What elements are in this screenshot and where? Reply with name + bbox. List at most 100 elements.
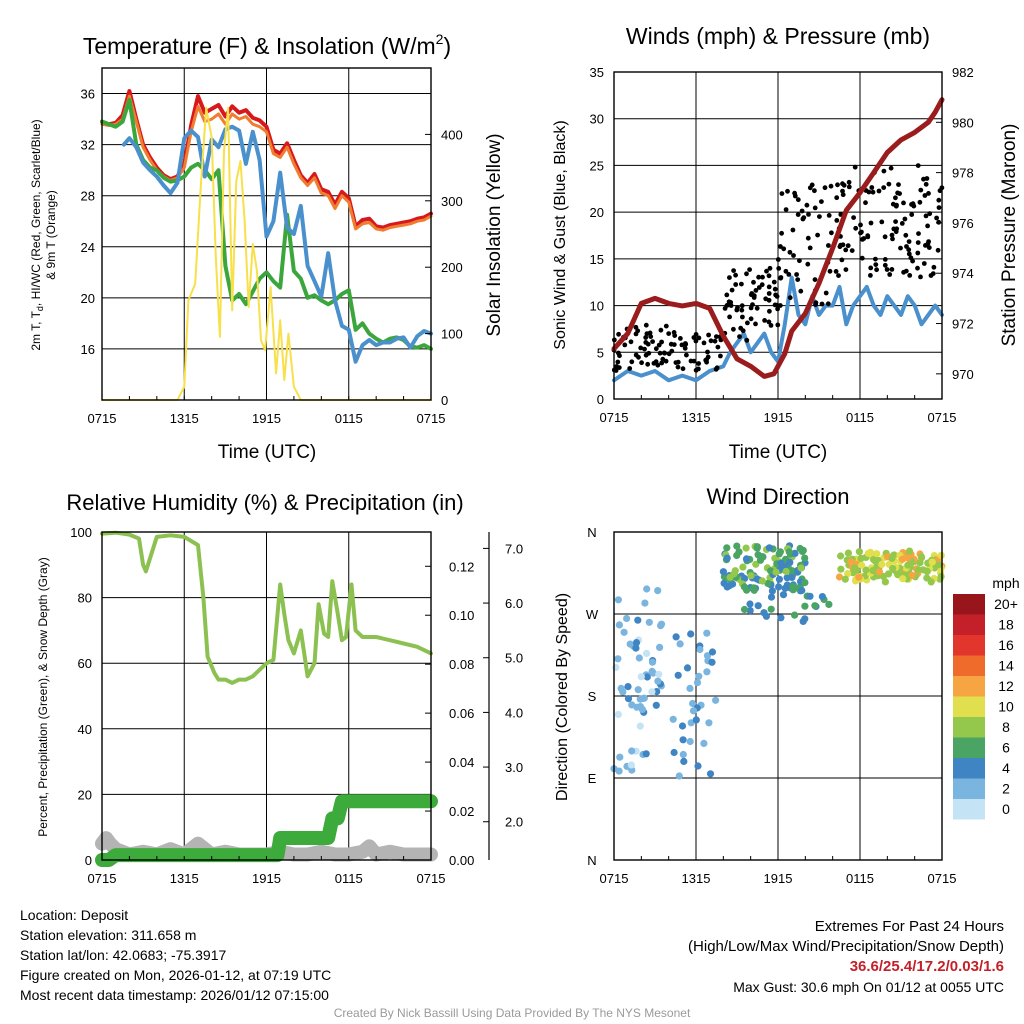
direction-point: [627, 761, 636, 769]
gust-point: [826, 243, 831, 248]
hum-x-tick-label: 1315: [170, 871, 199, 886]
direction-point: [758, 577, 767, 585]
direction-point: [844, 549, 853, 557]
gust-point: [894, 226, 900, 232]
direction-point: [637, 673, 645, 681]
gust-point: [666, 331, 672, 336]
direction-point: [775, 583, 783, 591]
direction-point: [889, 564, 897, 573]
gust-point: [753, 321, 758, 327]
gust-point: [740, 314, 745, 320]
gust-point: [775, 322, 781, 328]
direction-point: [708, 648, 717, 656]
gust-point: [822, 185, 828, 191]
gust-point: [727, 314, 732, 320]
legend-label: 0: [1002, 801, 1010, 817]
gust-point: [843, 247, 849, 253]
legend-label: 16: [998, 637, 1014, 653]
gust-point: [858, 222, 863, 228]
gust-point: [622, 342, 628, 348]
gust-point: [696, 361, 701, 366]
gust-point: [923, 213, 929, 219]
sonic-wind-line: [612, 275, 944, 383]
gust-point: [778, 275, 784, 280]
direction-point: [679, 736, 687, 744]
dir-y-tick-label: N: [587, 853, 596, 868]
gust-point: [662, 350, 668, 356]
temp-y-tick-label: 36: [81, 87, 95, 102]
gust-point: [643, 322, 649, 328]
direction-point: [801, 602, 809, 610]
direction-point: [746, 607, 754, 615]
gust-point: [870, 189, 876, 195]
temperature-y2-label: Solar Insolation (Yellow): [484, 133, 505, 336]
gust-point: [896, 182, 901, 188]
direction-point: [772, 568, 780, 576]
dir-x-tick-label: 1915: [764, 871, 793, 886]
gust-point: [936, 197, 942, 203]
gust-point: [865, 234, 871, 240]
gust-point: [672, 333, 678, 338]
gust-point: [688, 358, 694, 364]
gust-point: [853, 225, 859, 231]
direction-point: [741, 574, 749, 583]
gust-point: [801, 215, 807, 221]
gust-point: [628, 339, 634, 345]
gust-point: [737, 334, 742, 339]
temp-x-tick-label: 1915: [252, 411, 281, 426]
gust-point: [858, 230, 863, 236]
direction-point: [754, 602, 762, 610]
gust-point: [874, 267, 879, 273]
direction-point: [624, 695, 633, 703]
gust-point: [881, 168, 887, 174]
gust-point: [731, 268, 736, 273]
direction-point: [615, 621, 624, 629]
wind-x-tick-label: 0115: [846, 410, 874, 425]
direction-point: [620, 628, 628, 636]
gust-point: [893, 195, 898, 201]
gust-point: [636, 354, 641, 360]
direction-point: [779, 591, 788, 599]
gust-point: [935, 247, 941, 253]
gust-point: [804, 202, 810, 208]
direction-y-label: Direction (Colored By Speed): [554, 593, 571, 801]
direction-point: [708, 658, 716, 666]
direction-point: [862, 566, 870, 574]
gust-point: [792, 193, 798, 199]
temp-y2-tick-label: 100: [441, 327, 463, 342]
direction-point: [835, 573, 844, 581]
gust-point: [650, 339, 655, 344]
extremes-description: (High/Low/Max Wind/Precipitation/Snow De…: [688, 938, 1004, 955]
direction-point: [632, 639, 641, 647]
gust-point: [807, 185, 813, 191]
gust-point: [783, 207, 789, 213]
legend-swatch: [953, 778, 985, 799]
snow-tick-label: 5.0: [505, 651, 523, 666]
gust-point: [772, 286, 778, 292]
direction-point: [689, 699, 697, 708]
temperature-title: Temperature (F) & Insolation (W/m2): [83, 31, 451, 59]
legend-label: 14: [998, 658, 1014, 674]
hum-x-tick-label: 0715: [417, 871, 446, 886]
direction-point: [777, 614, 785, 622]
direction-point: [760, 609, 768, 617]
gust-point: [791, 253, 796, 258]
direction-point: [712, 696, 720, 704]
gust-point: [904, 244, 909, 249]
humidity-panel: Relative Humidity (%) & Precipitation (i…: [36, 490, 523, 886]
direction-point: [850, 564, 859, 572]
gust-point: [817, 214, 822, 220]
relative-humidity-line: [100, 530, 433, 685]
gust-point: [675, 364, 681, 370]
gust-point: [659, 339, 664, 345]
direction-point: [783, 574, 791, 582]
temp-y2-tick-label: 0: [441, 393, 448, 408]
gust-point: [815, 232, 820, 238]
direction-point: [758, 553, 767, 561]
direction-point: [871, 557, 879, 565]
direction-point: [742, 555, 751, 563]
gust-point: [680, 366, 686, 372]
gust-point: [771, 279, 777, 285]
direction-point: [767, 567, 775, 575]
gust-point: [639, 360, 644, 366]
